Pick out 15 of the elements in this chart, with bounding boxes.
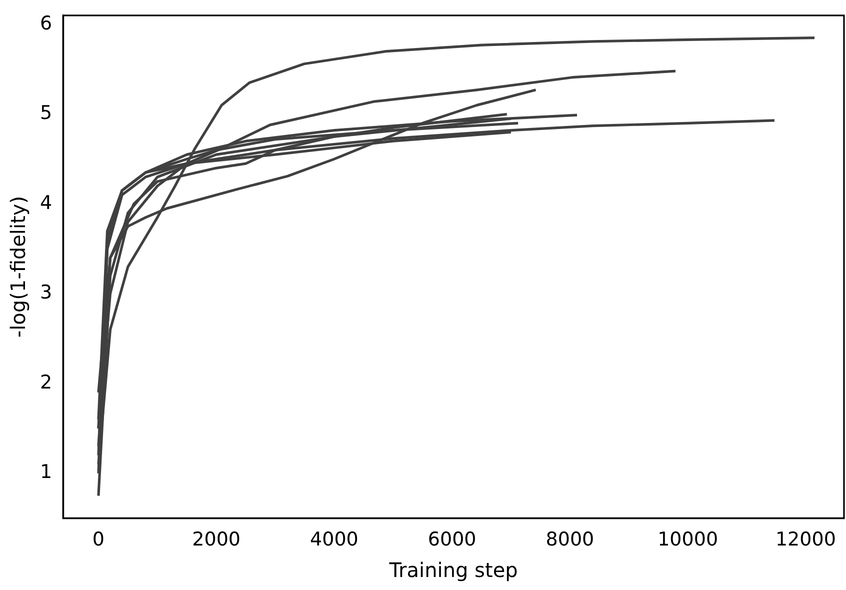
x-axis-title: Training step xyxy=(388,558,518,582)
y-tick-label: 5 xyxy=(40,102,52,124)
x-tick-label: 0 xyxy=(92,528,104,551)
y-tick-label: 2 xyxy=(40,371,52,394)
x-tick-label: 2000 xyxy=(192,528,241,551)
x-tick-label: 10000 xyxy=(658,528,718,551)
y-tick-label: 4 xyxy=(40,192,52,214)
y-tick-label: 6 xyxy=(40,12,52,34)
y-axis-title: -log(1-fidelity) xyxy=(6,196,30,338)
x-tick-label: 8000 xyxy=(546,528,594,551)
x-tick-label: 6000 xyxy=(428,528,476,551)
x-tick-label: 12000 xyxy=(775,528,836,551)
y-tick-label: 3 xyxy=(40,282,52,304)
y-tick-label: 1 xyxy=(40,461,52,484)
x-tick-label: 4000 xyxy=(310,528,358,551)
